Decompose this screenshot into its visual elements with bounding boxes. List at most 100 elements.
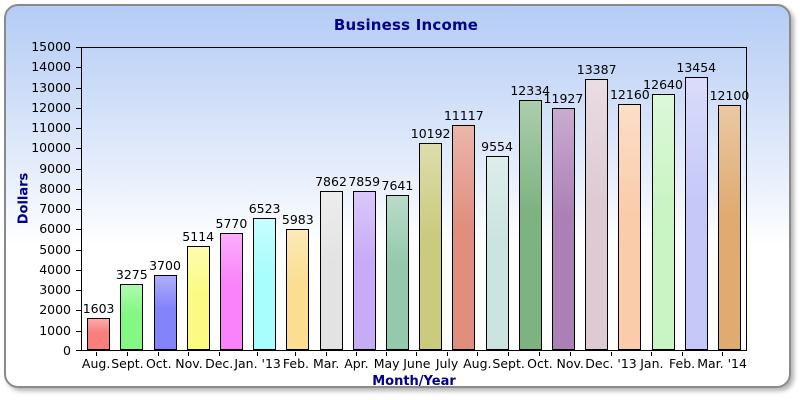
y-tick-mark [76,249,81,251]
bar [352,191,376,350]
y-tick-mark [76,209,81,211]
bar-value-label: 7862 [315,173,347,189]
y-tick-mark [76,47,81,48]
y-tick-label: 8000 [39,180,71,196]
y-tick-label: 6000 [39,221,71,237]
bar-value-label: 13454 [676,59,717,75]
x-tick-label: Dec. [205,356,234,371]
x-tick-label: Feb. [282,356,310,371]
x-tick-label: June [403,356,431,371]
y-axis: 0 1000 2000 3000 4000 5000 6000 7000 8000 9000 100… [6,39,81,358]
bar [518,100,542,350]
bar-slot: 9554 [480,48,513,350]
bar [618,104,642,350]
bar-value-label: 7859 [348,173,381,189]
bar-slot: 12160 [610,48,650,350]
bar [186,246,210,350]
bar [485,156,509,350]
x-slot: Oct. [525,352,555,371]
x-tick-mark [446,352,448,356]
bar-slot: 10192 [411,48,451,350]
x-tick-label: Dec. '13 [585,356,637,371]
bar [585,79,609,350]
bar-slot: 7641 [381,48,414,350]
bar-slot: 1603 [82,48,115,350]
x-tick-label: May [373,356,400,371]
bar-series: 1603 3275 3700 5114 5770 6523 5983 7862 7859 7641… [82,48,749,350]
bar-value-label: 1603 [82,300,115,316]
bar-value-label: 12160 [609,86,650,102]
bar-slot: 12334 [510,48,550,350]
bar [319,191,343,350]
x-tick-label: Jan. '13 [234,356,281,371]
x-tick-mark [158,352,160,356]
y-tick-mark [76,148,81,150]
x-tick-label: Sept. [492,356,525,371]
y-tick-label: 2000 [39,302,71,318]
bar-slot: 11117 [444,48,484,350]
x-tick-mark [218,352,220,356]
x-slot: Dec. [204,352,234,371]
y-tick-mark [76,107,81,109]
y-tick-label: 12000 [31,99,71,115]
bar-value-label: 3700 [149,257,181,273]
bar-value-label: 3275 [115,266,148,282]
bar-slot: 6523 [248,48,281,350]
bar-slot: 5983 [281,48,314,350]
x-tick-mark [95,352,97,356]
bar-slot: 11927 [544,48,583,350]
x-tick-label: Jan. [640,356,664,371]
x-tick-label: Nov. [175,356,203,371]
y-tick-mark [76,67,81,69]
bar-value-label: 9554 [481,138,513,154]
bar [452,125,476,350]
bar [219,233,243,350]
bar-value-label: 6523 [248,200,281,216]
x-tick-label: Apr. [344,356,369,371]
x-tick-mark [386,352,388,356]
bar-value-label: 11117 [443,107,484,123]
y-tick-mark [76,330,81,332]
bar-slot: 3700 [148,48,181,350]
x-tick-mark [355,352,357,356]
x-tick-label: Oct. [145,356,172,371]
x-axis: Aug. Sept. Oct. Nov. Dec. Jan. '13 Feb. Mar. Apr… [81,352,747,371]
bar-slot: 13454 [676,48,716,350]
x-slot: Aug. [81,352,111,371]
y-tick-label: 1000 [39,322,71,338]
x-tick-mark [539,352,541,356]
x-tick-mark [681,352,683,356]
y-tick-mark [76,128,81,130]
y-tick-mark [76,87,81,89]
bar-value-label: 11927 [543,90,584,106]
x-tick-mark [325,352,327,356]
y-tick-label: 9000 [39,160,71,176]
plot-area: 1603 3275 3700 5114 5770 6523 5983 7862 7859 7641… [81,47,749,351]
x-slot: Mar. [311,352,341,371]
y-tick-mark [76,168,81,170]
bar [651,94,675,350]
bar-value-label: 12334 [510,82,551,98]
x-tick-label: Oct. [527,356,553,371]
x-tick-mark [651,352,653,356]
x-slot: May [372,352,402,371]
x-tick-label: Aug. [81,356,111,371]
bar-slot: 12640 [643,48,683,350]
x-slot: Oct. [144,352,174,371]
bar-slot: 5114 [182,48,215,350]
bar-value-label: 5983 [281,211,314,227]
y-tick-label: 10000 [31,140,71,156]
x-tick-mark [476,352,478,356]
x-tick-label: Mar. [312,356,340,371]
bar [153,275,177,350]
y-tick-mark [76,269,81,271]
chart-panel: Business Income Dollars 0 1000 2000 3000 400… [4,4,791,389]
x-tick-mark [721,352,723,356]
bar-slot: 5770 [215,48,248,350]
bar [286,229,310,350]
bar-slot: 13387 [577,48,617,350]
x-slot: Feb. [667,352,697,371]
x-slot: Mar. '14 [697,352,747,371]
x-tick-label: July [435,356,459,371]
x-tick-mark [257,352,259,356]
